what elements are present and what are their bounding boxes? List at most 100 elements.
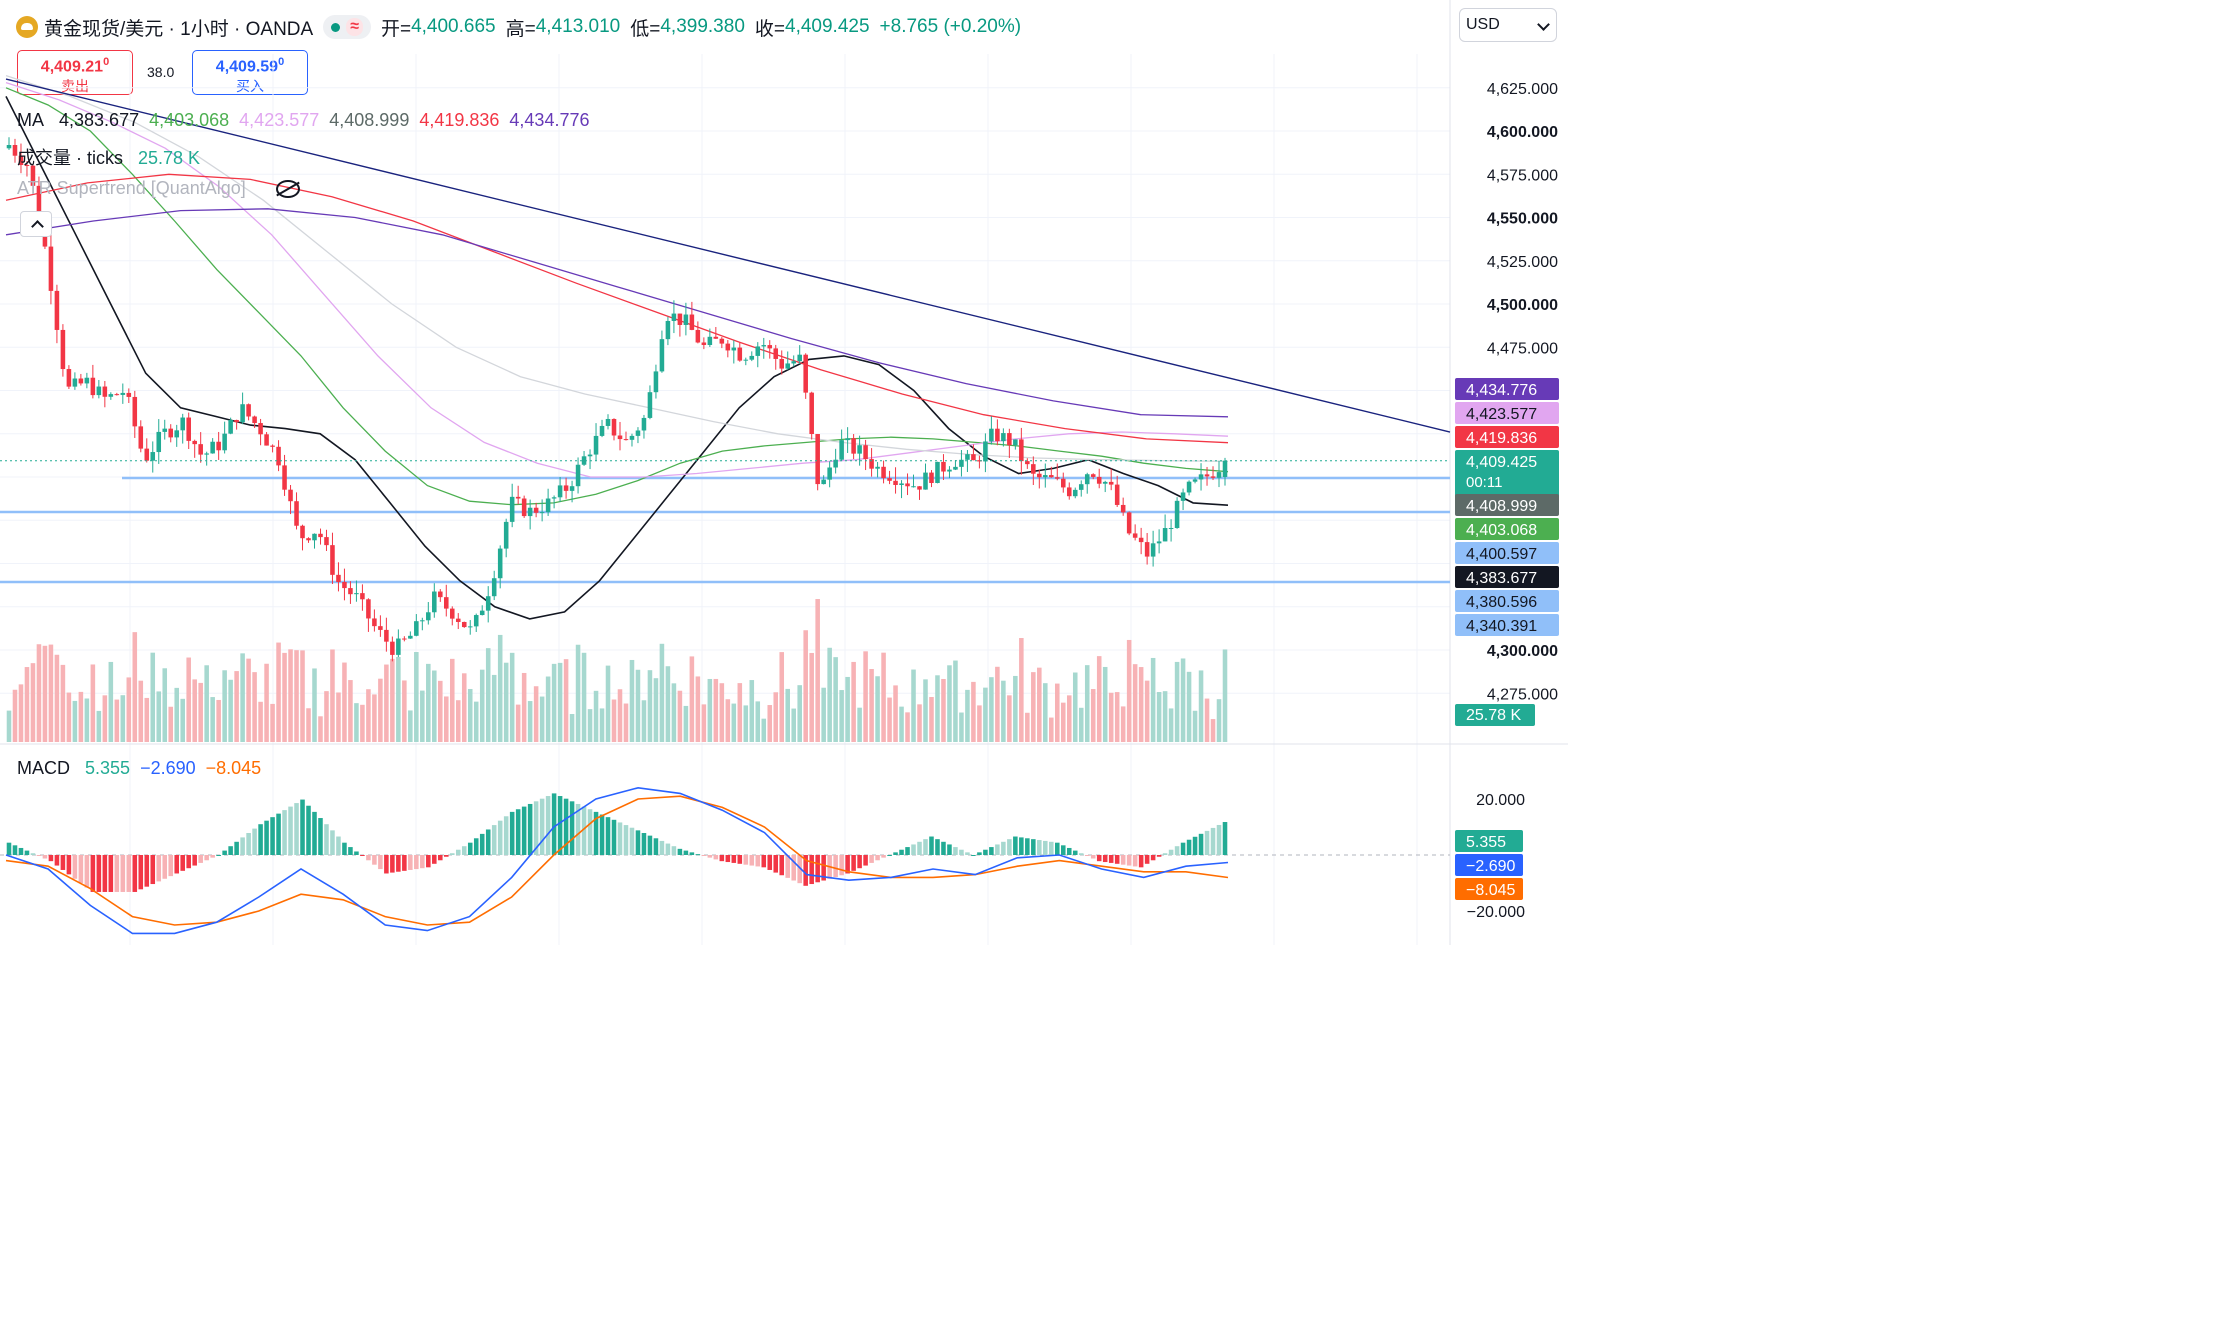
candle-body	[1108, 481, 1114, 485]
candle-body	[18, 155, 24, 166]
macd-hist-bar	[689, 852, 695, 855]
volume-bar	[947, 665, 952, 742]
candle-body	[617, 435, 623, 440]
macd-hist-bar	[210, 855, 215, 858]
volume-bar	[1132, 664, 1138, 742]
candle-body	[1192, 479, 1198, 482]
macd-hist-bar	[1001, 841, 1006, 855]
macd-badge-label: −2.690	[1466, 858, 1515, 875]
volume-bar	[1066, 695, 1072, 742]
macd-hist-bar	[575, 803, 581, 855]
candle-body	[467, 626, 473, 628]
macd-legend-value-0: 5.355	[85, 758, 131, 778]
candle-body	[444, 597, 449, 609]
volume-bar	[869, 669, 874, 742]
supertrend-legend[interactable]: ATR Supertrend [QuantAlgo]	[17, 178, 256, 199]
volume-bar	[1001, 680, 1006, 742]
macd-legend[interactable]: MACD 5.355 −2.690 −8.045	[17, 758, 281, 779]
candle-body	[1019, 439, 1024, 462]
price-badge-label: 4,423.577	[1466, 406, 1537, 423]
volume-bar	[533, 686, 539, 742]
candle-body	[6, 145, 12, 149]
candle-body	[300, 525, 305, 539]
macd-hist-bar	[366, 855, 371, 861]
ohlc-open-label: 开=	[380, 18, 412, 40]
volume-bar	[455, 700, 461, 742]
macd-hist-bar	[533, 801, 539, 855]
volume-bar	[599, 708, 605, 742]
currency-select[interactable]: USD	[1459, 8, 1557, 42]
price-badge-label: 4,434.776	[1466, 382, 1537, 399]
candle-body	[156, 431, 162, 453]
macd-hist-bar	[336, 836, 341, 855]
candle-body	[228, 419, 233, 434]
price-tick-label: 4,600.000	[1487, 124, 1558, 141]
macd-hist-bar	[1222, 822, 1228, 855]
macd-hist-bar	[563, 798, 569, 855]
macd-hist-bar	[1037, 840, 1042, 855]
candle-body	[533, 507, 539, 513]
price-tick-label: 4,625.000	[1487, 81, 1558, 98]
spread-value: 38.0	[147, 64, 175, 80]
candle-body	[132, 396, 138, 427]
volume-legend[interactable]: 成交量 · ticks 25.78 K	[17, 144, 210, 170]
macd-hist-bar	[1180, 842, 1186, 855]
ma-legend[interactable]: MA 4,383.677 4,403.068 4,423.577 4,408.999 4…	[17, 110, 609, 131]
volume-bar	[665, 666, 671, 742]
macd-hist-bar	[282, 810, 287, 855]
market-status[interactable]: ≈	[323, 15, 371, 39]
macd-hist-bar	[162, 855, 168, 879]
ohlc-low-label: 低=	[630, 18, 661, 40]
macd-tick-label: 20.000	[1476, 792, 1525, 809]
macd-hist-bar	[1090, 855, 1096, 859]
ma-legend-value-5: 4,434.776	[509, 110, 590, 130]
volume-bar	[863, 651, 868, 742]
candle-body	[539, 512, 545, 514]
candle-body	[1072, 489, 1078, 497]
volume-bar	[330, 649, 335, 742]
macd-hist-bar	[108, 855, 114, 892]
candle-body	[983, 441, 988, 462]
volume-bar	[593, 690, 599, 742]
macd-hist-bar	[875, 855, 880, 861]
volume-bar	[1025, 712, 1030, 742]
ohlc-close-label: 收=	[754, 18, 785, 40]
volume-bar	[635, 669, 641, 742]
macd-hist-bar	[42, 855, 48, 859]
volume-bar	[168, 706, 174, 742]
candle-body	[935, 461, 940, 484]
macd-pane	[0, 786, 1450, 935]
volume-bar	[294, 650, 299, 742]
symbol-title[interactable]: 黄金现货/美元 · 1小时 · OANDA	[44, 18, 314, 40]
collapse-legend-button[interactable]	[20, 211, 52, 237]
candle-body	[48, 246, 54, 291]
macd-legend-value-2: −8.045	[205, 758, 262, 778]
macd-hist-bar	[1150, 855, 1156, 861]
candle-body	[1013, 439, 1018, 446]
volume-bar	[444, 696, 449, 742]
candle-body	[725, 343, 731, 351]
macd-hist-bar	[1102, 855, 1108, 863]
macd-hist-bar	[623, 825, 629, 855]
candle-body	[246, 404, 251, 417]
volume-bar	[354, 703, 359, 742]
volume-bar	[497, 634, 503, 742]
volume-bar	[569, 714, 575, 742]
candle-body	[737, 347, 743, 361]
candle-body	[180, 417, 185, 431]
volume-bar	[336, 692, 341, 742]
price-badge-label: 4,380.596	[1466, 594, 1537, 611]
volume-bar	[773, 692, 779, 742]
candle-body	[1144, 542, 1150, 557]
price-chart[interactable]: 4,625.000 4,600.000 4,575.000 4,550.000 4,52…	[0, 0, 1568, 945]
volume-bar	[803, 630, 808, 742]
macd-hist-bar	[725, 855, 731, 863]
macd-hist-bar	[491, 825, 497, 855]
volume-bar	[126, 677, 132, 742]
candle-body	[797, 354, 802, 362]
volume-bar	[683, 705, 689, 742]
volume-bar	[755, 701, 761, 742]
candle-body	[977, 460, 982, 462]
macd-hist-bar	[821, 855, 826, 881]
hidden-eye-icon[interactable]	[276, 180, 300, 198]
